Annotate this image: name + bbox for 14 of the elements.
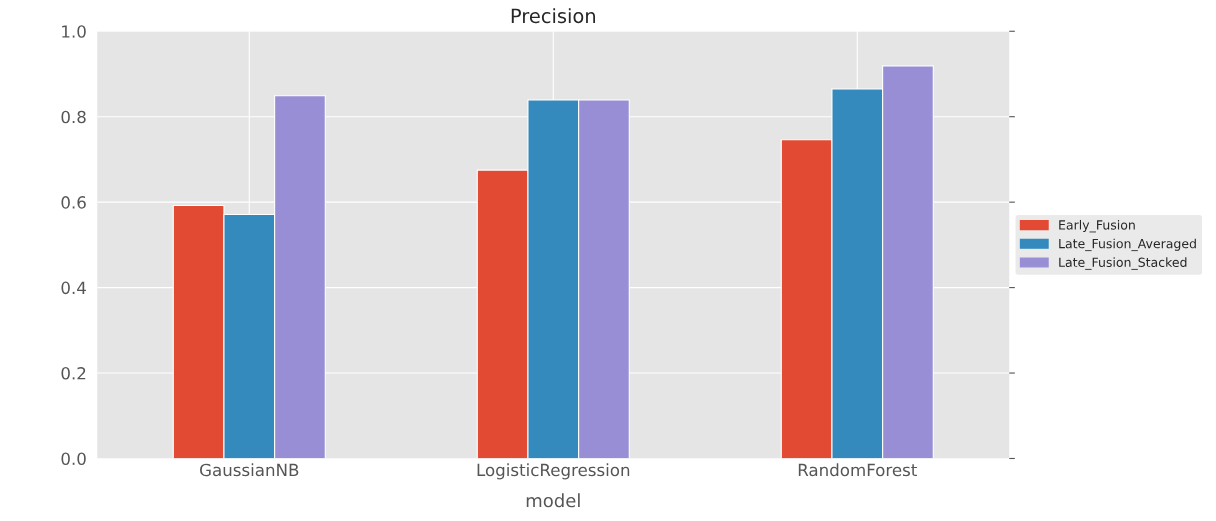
legend-label: Early_Fusion [1059, 219, 1135, 233]
y-tick-label: 0.6 [61, 196, 86, 209]
y-tick-label: 0.0 [61, 452, 86, 466]
legend-label: Late_Fusion_Stacked [1059, 257, 1187, 270]
y-tick-label: 0.2 [61, 367, 86, 380]
legend-label: Late_Fusion_Averaged [1059, 238, 1196, 252]
y-tick-label: 1.0 [62, 25, 86, 38]
x-tick-label: GaussianNB [200, 463, 299, 477]
x-axis-title: model [526, 493, 580, 508]
y-tick-label: 0.8 [61, 110, 86, 124]
x-tick-label: LogisticRegression [477, 463, 630, 480]
y-tick-label: 0.4 [61, 281, 86, 295]
chart-title: Precision [511, 8, 596, 24]
x-tick-label: RandomForest [798, 463, 917, 477]
